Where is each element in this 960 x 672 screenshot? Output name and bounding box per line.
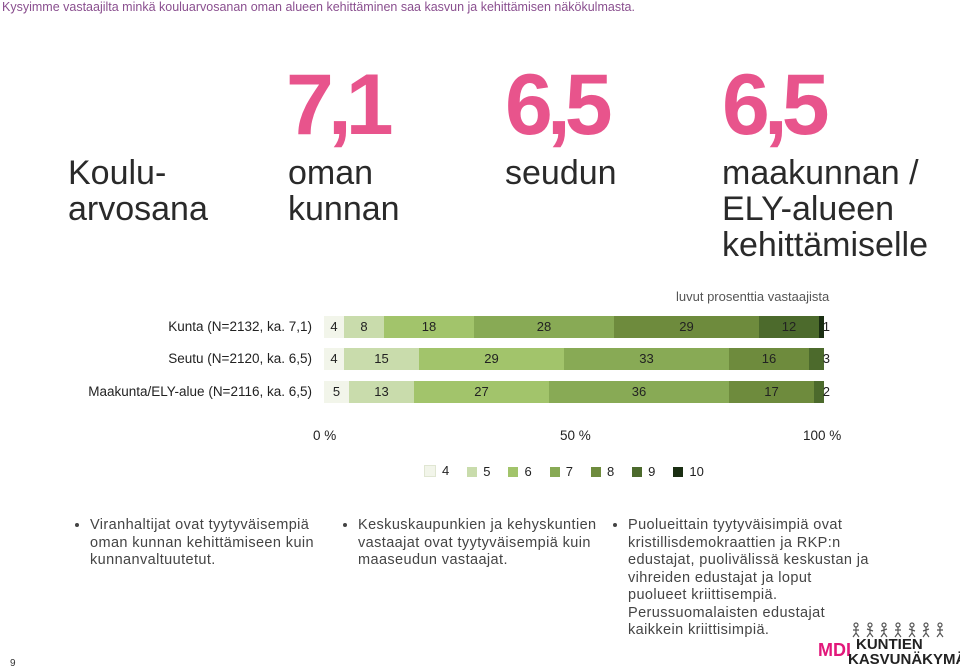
bullet-item: Puolueittain tyytyväisimpiä ovat kristil… xyxy=(628,517,872,640)
legend-label: 5 xyxy=(483,464,491,479)
legend-swatch xyxy=(508,466,519,477)
legend-item: 4 xyxy=(424,463,449,478)
bar-value-label: 16 xyxy=(761,351,777,366)
grade-label-kunta: oman kunnan xyxy=(288,155,400,227)
grade-label-seutu: seudun xyxy=(505,155,617,191)
grade-label-maakunta-line1: maakunnan / xyxy=(722,154,919,192)
bullet-column-2: Keskuskaupunkien ja kehyskuntien vastaaj… xyxy=(340,517,602,570)
bar-value-label: 17 xyxy=(764,384,779,399)
bar-value-label: 33 xyxy=(639,351,654,366)
legend-label: 4 xyxy=(442,463,450,478)
x-tick-0: 0 % xyxy=(313,428,337,443)
legend-item: 7 xyxy=(549,464,573,479)
grade-title-line2: arvosana xyxy=(68,190,208,228)
bullet-column-3: Puolueittain tyytyväisimpiä ovat kristil… xyxy=(610,517,872,640)
grade-label-maakunta-line3: kehittämiselle xyxy=(722,226,928,264)
bar-row: 4 8 18 28 29 12 1 xyxy=(324,316,830,338)
bar-value-label: 27 xyxy=(474,384,489,399)
legend-swatch xyxy=(632,466,643,477)
legend-item: 9 xyxy=(632,464,655,479)
bar-segment xyxy=(729,348,809,370)
bar-segment xyxy=(814,381,824,403)
grade-label-kunta-line1: oman xyxy=(288,154,374,192)
bullet-item: Keskuskaupunkien ja kehyskuntien vastaaj… xyxy=(358,517,602,570)
bullet-item: Viranhaltijat ovat tyytyväisempiä oman k… xyxy=(90,517,327,570)
bar-segment xyxy=(819,316,824,338)
legend-swatch xyxy=(467,466,478,477)
grade-value-seutu: 6,5 xyxy=(505,57,613,153)
bar-value-label: 15 xyxy=(374,351,389,366)
page-number: 9 xyxy=(10,658,16,669)
bar-value-label: 29 xyxy=(679,319,694,334)
bar-value-label: 3 xyxy=(822,351,830,366)
legend-swatch xyxy=(590,466,601,477)
bar-segment xyxy=(759,316,819,338)
grade-title-line1: Koulu- xyxy=(68,154,167,192)
bar-segment xyxy=(324,348,344,370)
row-label-maakunta: Maakunta/ELY-alue (N=2116, ka. 6,5) xyxy=(88,384,312,399)
bar-segment xyxy=(344,316,384,338)
bar-value-label: 2 xyxy=(822,384,830,399)
legend-swatch xyxy=(549,466,560,477)
logo-kuntien: KUNTIEN xyxy=(856,636,923,653)
stacked-bar-chart: 4 8 18 28 29 12 1 4 15 29 33 16 3 5 13 27 36 17 2 xyxy=(324,316,830,416)
bar-segment xyxy=(729,381,814,403)
chart-legend: 4 5 6 7 8 9 10 xyxy=(424,463,722,482)
bar-segment xyxy=(614,316,759,338)
logo-kasvunakymat: KASVUNÄKYMÄT xyxy=(848,651,960,668)
bar-value-label: 13 xyxy=(374,384,389,399)
bar-segment xyxy=(549,381,729,403)
grade-title: Koulu- arvosana xyxy=(68,155,208,227)
grade-label-maakunta: maakunnan / ELY-alueen kehittämiselle xyxy=(722,155,928,263)
bar-value-label: 28 xyxy=(536,319,552,334)
row-label-seutu: Seutu (N=2120, ka. 6,5) xyxy=(168,351,312,366)
legend-label: 9 xyxy=(648,464,656,479)
bar-segment xyxy=(419,348,564,370)
bar-segment xyxy=(564,348,729,370)
grade-label-kunta-line2: kunnan xyxy=(288,190,400,228)
bar-segment xyxy=(324,316,344,338)
bar-segment xyxy=(384,316,474,338)
legend-swatch xyxy=(673,466,684,477)
bar-value-label: 4 xyxy=(330,319,338,334)
page-question: Kysyimme vastaajilta minkä kouluarvosana… xyxy=(2,0,635,14)
grade-label-maakunta-line2: ELY-alueen xyxy=(722,190,895,228)
grade-value-maakunta: 6,5 xyxy=(722,57,830,153)
bar-value-label: 5 xyxy=(332,384,341,399)
bar-value-label: 1 xyxy=(822,319,830,334)
bar-value-label: 8 xyxy=(360,319,368,334)
legend-item: 6 xyxy=(508,464,532,479)
bar-row: 5 13 27 36 17 2 xyxy=(324,381,830,403)
x-tick-50: 50 % xyxy=(560,428,591,443)
row-label-kunta: Kunta (N=2132, ka. 7,1) xyxy=(168,319,312,334)
bar-value-label: 29 xyxy=(484,351,499,366)
legend-label: 7 xyxy=(565,464,573,479)
bar-segment xyxy=(344,348,419,370)
bar-segment xyxy=(809,348,824,370)
grade-value-kunta: 7,1 xyxy=(286,57,394,153)
legend-item: 8 xyxy=(590,464,615,479)
bullet-column-1: Viranhaltijat ovat tyytyväisempiä oman k… xyxy=(72,517,327,570)
bar-segment xyxy=(324,381,349,403)
bar-segment xyxy=(349,381,414,403)
legend-label: 8 xyxy=(606,464,615,479)
chart-unit-note: luvut prosenttia vastaajista xyxy=(676,289,830,304)
legend-item: 10 xyxy=(673,464,704,479)
legend-item: 5 xyxy=(467,464,490,479)
bar-value-label: 36 xyxy=(631,384,647,399)
legend-label: 10 xyxy=(689,464,704,479)
bar-value-label: 12 xyxy=(781,319,797,334)
legend-label: 6 xyxy=(524,464,532,479)
grade-label-seutu-line1: seudun xyxy=(505,154,617,192)
legend-swatch xyxy=(424,464,436,477)
bar-value-label: 18 xyxy=(421,319,437,334)
logo-mdi: MDI xyxy=(818,640,851,660)
bar-segment xyxy=(414,381,549,403)
bar-value-label: 4 xyxy=(330,351,338,366)
logo-figures-icon xyxy=(852,622,944,638)
bar-segment xyxy=(474,316,614,338)
bar-row: 4 15 29 33 16 3 xyxy=(324,348,830,370)
x-tick-100: 100 % xyxy=(803,428,842,443)
